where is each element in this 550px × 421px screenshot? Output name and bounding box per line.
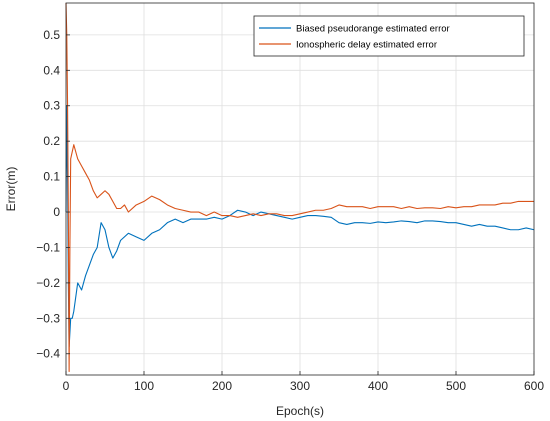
series-layer [65, 2, 535, 373]
y-tick-label: 0.3 [43, 99, 60, 113]
x-tick-label: 500 [446, 379, 466, 393]
y-tick-label: 0.4 [43, 63, 60, 77]
y-tick-label: 0.5 [43, 28, 60, 42]
legend-label-biased-pseudorange: Biased pseudorange estimated error [296, 24, 450, 35]
series-biased-pseudorange-line [65, 105, 535, 348]
y-tick-label: 0.2 [43, 134, 60, 148]
y-tick-label: −0.4 [36, 347, 60, 361]
x-tick-label: 400 [368, 379, 388, 393]
x-tick-label: 200 [212, 379, 232, 393]
y-tick-label: 0 [53, 205, 60, 219]
x-axis-title: Epoch(s) [276, 404, 324, 418]
y-tick-label: −0.2 [36, 276, 60, 290]
y-tick-label: −0.1 [36, 240, 60, 254]
x-tick-label: 0 [63, 379, 70, 393]
series-ionospheric-delay-line [65, 2, 534, 373]
x-axis-ticks: 0 100 200 300 400 500 600 [63, 371, 544, 393]
y-tick-label: −0.3 [36, 311, 60, 325]
x-tick-label: 600 [524, 379, 544, 393]
y-tick-label: 0.1 [43, 170, 60, 184]
y-axis-ticks: −0.4 −0.3 −0.2 −0.1 0 0.1 0.2 0.3 0.4 0.5 [36, 28, 70, 361]
legend: Biased pseudorange estimated error Ionos… [253, 15, 525, 57]
y-axis-title: Error(m) [4, 167, 18, 212]
x-tick-label: 100 [134, 379, 154, 393]
legend-box [253, 15, 525, 57]
x-tick-label: 300 [290, 379, 310, 393]
legend-label-ionospheric-delay: Ionospheric delay estimated error [296, 40, 437, 51]
